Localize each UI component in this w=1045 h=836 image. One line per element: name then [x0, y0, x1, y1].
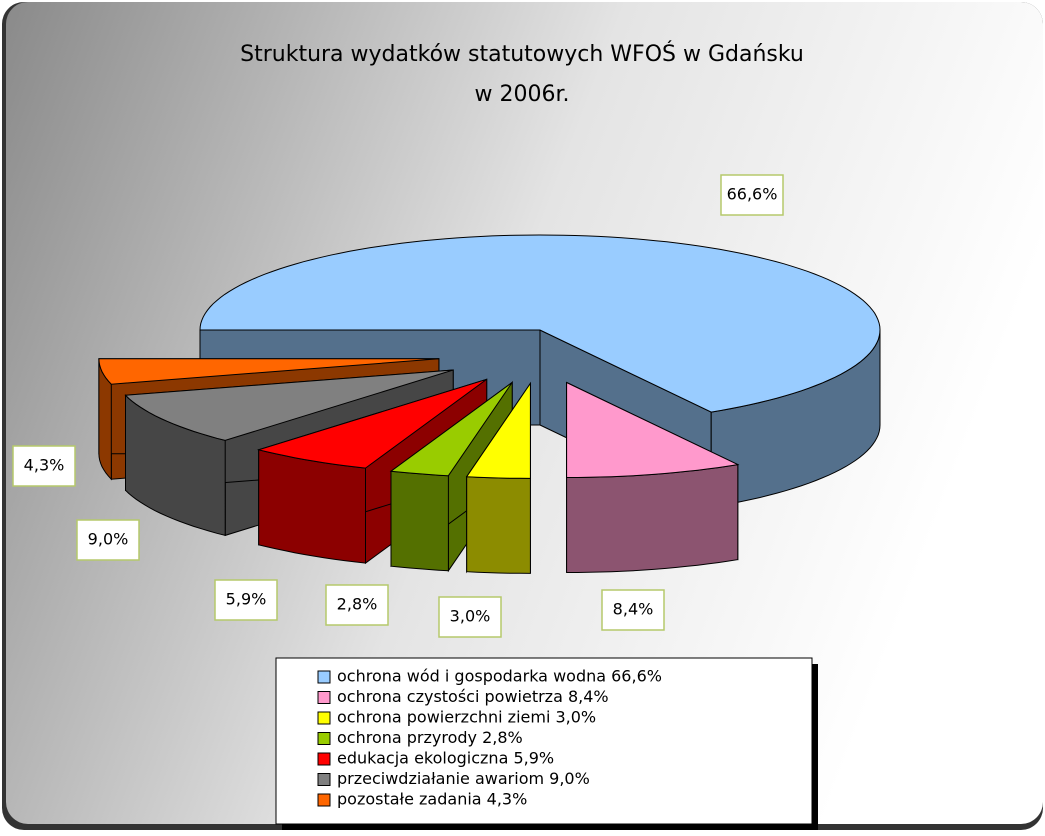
legend-label: pozostałe zadania 4,3% — [337, 790, 527, 809]
legend-label: ochrona wód i gospodarka wodna 66,6% — [337, 667, 662, 686]
slice — [566, 381, 740, 478]
pie — [98, 234, 881, 574]
legend-swatch — [317, 691, 331, 704]
value-label-box — [12, 445, 76, 487]
slice — [199, 234, 881, 413]
slice-side — [566, 464, 739, 573]
legend-label: przeciwdziałanie awariom 9,0% — [337, 769, 590, 788]
value-label: 5,9% — [226, 590, 267, 609]
value-label: 4,3% — [24, 456, 65, 475]
value-label: 8,4% — [613, 600, 654, 619]
legend-swatch — [317, 793, 331, 807]
legend-label: edukacja ekologiczna 5,9% — [337, 749, 554, 768]
value-label: 9,0% — [88, 530, 129, 549]
slice — [124, 369, 454, 441]
value-label-box — [214, 579, 278, 621]
legend-label: ochrona przyrody 2,8% — [337, 728, 523, 747]
slice — [389, 381, 513, 477]
legend-swatch — [317, 752, 331, 766]
legend-swatch — [317, 732, 331, 745]
legend-swatch — [317, 773, 331, 786]
legend-swatch — [317, 670, 331, 684]
value-label-box — [601, 589, 665, 631]
value-label: 66,6% — [727, 185, 778, 204]
slice — [256, 378, 487, 469]
value-label-box — [720, 174, 784, 216]
legend — [275, 657, 813, 825]
value-label: 2,8% — [337, 595, 378, 614]
slice-side — [258, 449, 366, 564]
legend-swatch — [317, 711, 331, 725]
slice-side — [466, 476, 531, 574]
legend-label: ochrona czystości powietrza 8,4% — [337, 687, 609, 706]
chart-title: w 2006r. — [475, 82, 570, 107]
legend-label: ochrona powierzchni ziemi 3,0% — [337, 708, 596, 727]
value-label-box — [76, 519, 140, 561]
value-label: 3,0% — [450, 607, 491, 626]
chart-title: Struktura wydatków statutowych WFOŚ w Gd… — [240, 41, 804, 67]
value-label-box — [438, 596, 502, 638]
slice-side — [390, 470, 449, 572]
slice — [98, 358, 439, 385]
value-label-box — [325, 584, 389, 626]
slice — [465, 381, 531, 479]
